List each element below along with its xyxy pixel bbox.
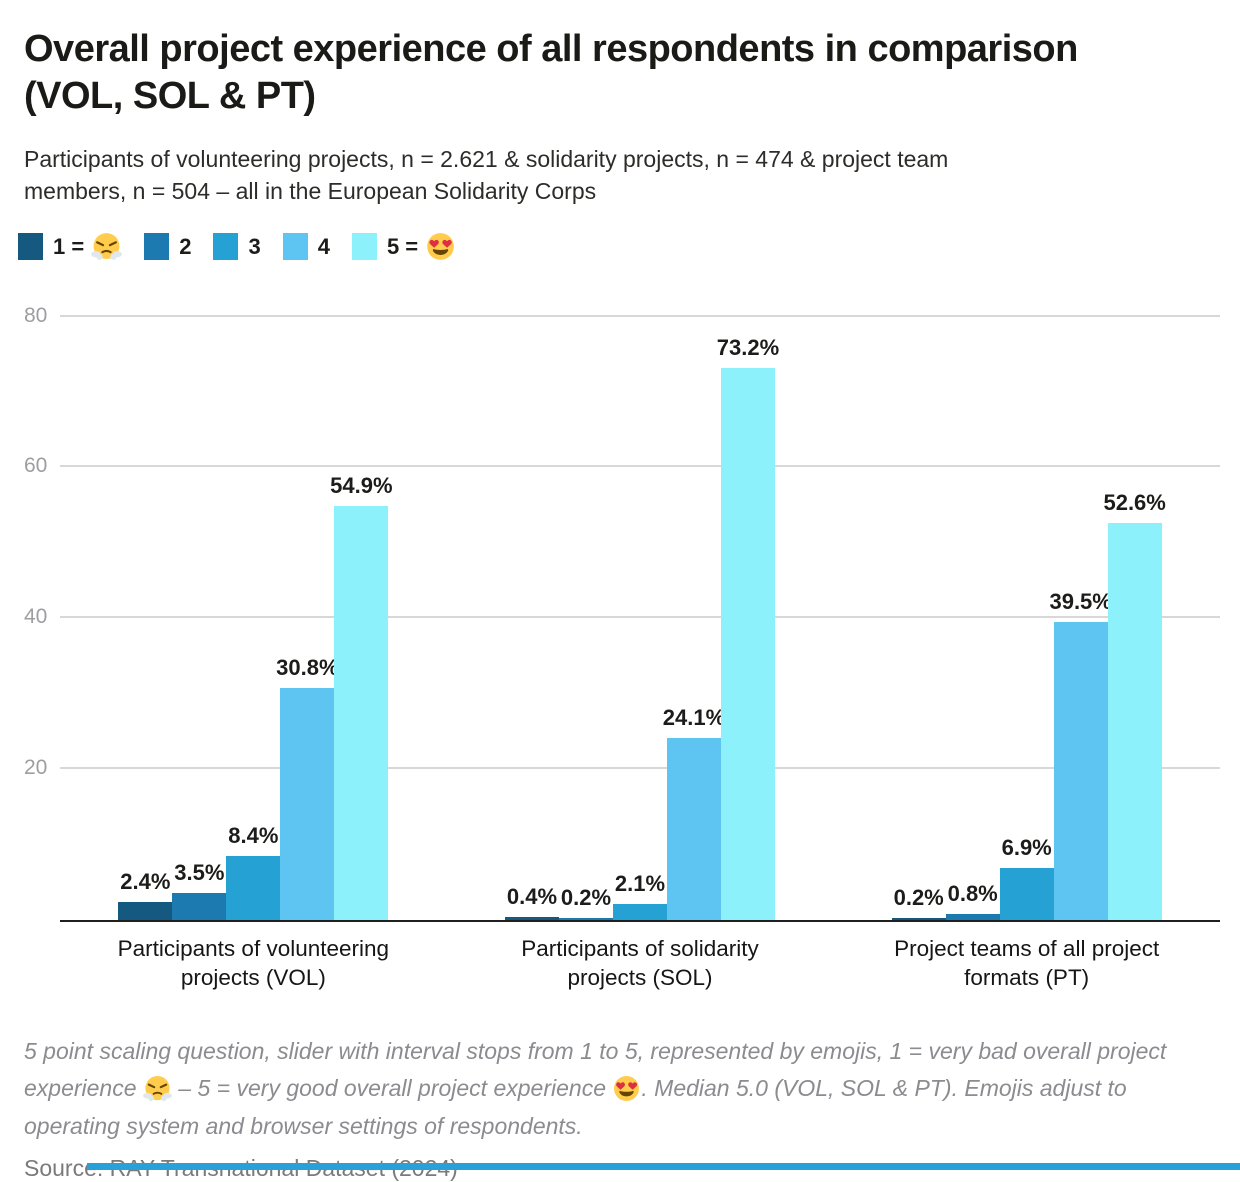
bar-slot-sol-rating-3: 2.1%: [613, 317, 667, 920]
bar-pt-rating-5: [1107, 523, 1162, 920]
bar-slot-sol-rating-4: 24.1%: [663, 317, 725, 920]
bar-slot-vol-rating-2: 3.5%: [172, 317, 227, 920]
bar-value-label-sol-rating-3: 2.1%: [614, 870, 666, 896]
bar-value-label-vol-rating-2: 3.5%: [174, 860, 225, 886]
gridline-20: 20: [24, 756, 1220, 779]
bar-slot-vol-rating-3: 8.4%: [226, 317, 281, 920]
bar-value-label-sol-rating-5: 73.2%: [716, 334, 780, 360]
bar-value-label-sol-rating-4: 24.1%: [662, 705, 726, 731]
bottom-accent-bar: [87, 1163, 1240, 1170]
bar-sol-rating-2: [559, 918, 613, 920]
legend-label-1: 1 =: [53, 233, 85, 259]
legend-swatch-3: [213, 233, 239, 261]
chart-subtitle: Participants of volunteering projects, n…: [24, 146, 949, 204]
legend-item-1: 1 =: [18, 231, 123, 262]
bar-value-label-pt-rating-3: 6.9%: [1001, 834, 1052, 860]
footnote-part-2: – 5 = very good overall project experien…: [171, 1075, 613, 1102]
bar-pt-rating-1: [891, 918, 946, 920]
legend-item-2: 2: [144, 233, 192, 261]
bar-value-label-vol-rating-3: 8.4%: [228, 823, 279, 849]
bar-slot-vol-rating-5: 54.9%: [330, 317, 393, 920]
y-axis-tick-20: 20: [24, 755, 48, 779]
bar-chart: 20 40 60 80 2.4% 3.5% 8.4% 30.8% 54.9% 0.4% 0.2% 2.…: [24, 304, 1220, 993]
bar-vol-rating-5: [334, 505, 389, 920]
page-title: Overall project experience of all respon…: [24, 28, 1078, 118]
bar-value-label-pt-rating-2: 0.8%: [947, 880, 998, 906]
bar-group-vol: 2.4% 3.5% 8.4% 30.8% 54.9%: [60, 317, 447, 920]
legend-swatch-1: [18, 233, 43, 261]
bar-vol-rating-4: [280, 687, 335, 920]
bar-slot-sol-rating-1: 0.4%: [505, 317, 559, 920]
y-axis-tick-40: 40: [24, 605, 48, 629]
bar-slot-pt-rating-1: 0.2%: [891, 317, 946, 920]
legend-item-5: 5 =: [351, 231, 456, 262]
bar-value-label-sol-rating-1: 0.4%: [506, 883, 558, 909]
bar-slot-sol-rating-5: 73.2%: [717, 317, 779, 920]
legend-item-3: 3: [213, 233, 261, 261]
footnote-part-3: . Median 5.0 (VOL, SOL & PT). Emojis adj…: [24, 1075, 1127, 1139]
bar-value-label-vol-rating-4: 30.8%: [276, 654, 339, 680]
bar-vol-rating-1: [118, 901, 173, 920]
legend-label-2: 2: [179, 233, 192, 259]
steaming-face-emoji: [91, 231, 123, 262]
legend-label-5: 5 =: [386, 233, 419, 259]
y-axis-tick-60: 60: [24, 454, 48, 478]
bar-value-label-sol-rating-2: 0.2%: [560, 885, 612, 911]
bar-pt-rating-2: [945, 913, 1000, 920]
legend: 1 = 2 3 4: [18, 231, 1220, 263]
bar-slot-pt-rating-3: 6.9%: [999, 317, 1054, 920]
heart-eyes-emoji: [612, 1075, 641, 1102]
gridline-40: 40: [24, 605, 1220, 628]
bar-slot-sol-rating-2: 0.2%: [559, 317, 613, 920]
legend-label-3: 3: [248, 233, 261, 259]
bar-value-label-pt-rating-5: 52.6%: [1103, 490, 1166, 516]
legend-swatch-4: [282, 233, 308, 261]
y-axis-tick-80: 80: [24, 303, 48, 327]
bar-value-label-pt-rating-4: 39.5%: [1049, 588, 1112, 614]
footnote: 5 point scaling question, slider with in…: [24, 1033, 1210, 1145]
x-axis-label-vol: Participants of volunteering projects (V…: [117, 935, 390, 991]
bar-pt-rating-3: [999, 867, 1054, 920]
bar-pt-rating-4: [1053, 621, 1108, 920]
bar-slot-vol-rating-4: 30.8%: [276, 317, 339, 920]
bar-sol-rating-3: [613, 903, 667, 920]
heart-eyes-emoji: [425, 231, 456, 262]
bar-slot-pt-rating-2: 0.8%: [945, 317, 1000, 920]
steaming-face-emoji: [143, 1075, 172, 1102]
legend-swatch-2: [144, 233, 170, 261]
x-axis-label-pt: Project teams of all project formats (PT…: [894, 935, 1160, 991]
bar-value-label-pt-rating-1: 0.2%: [893, 885, 944, 911]
x-axis-labels: Participants of volunteering projects (V…: [60, 934, 1220, 993]
bar-group-sol: 0.4% 0.2% 2.1% 24.1% 73.2%: [447, 317, 834, 920]
bar-group-pt: 0.2% 0.8% 6.9% 39.5% 52.6%: [833, 317, 1220, 920]
bar-slot-pt-rating-4: 39.5%: [1049, 317, 1112, 920]
footnote-part-1: 5 point scaling question, slider with in…: [24, 1038, 1167, 1102]
bar-vol-rating-2: [172, 893, 227, 920]
bar-sol-rating-1: [505, 916, 559, 920]
gridline-80: 80: [24, 304, 1220, 327]
bar-groups: 2.4% 3.5% 8.4% 30.8% 54.9% 0.4% 0.2% 2.1% 24.1% 7…: [60, 317, 1220, 920]
plot-area: 20 40 60 80 2.4% 3.5% 8.4% 30.8% 54.9% 0.4% 0.2% 2.…: [24, 304, 1220, 922]
bar-value-label-vol-rating-5: 54.9%: [330, 472, 393, 498]
gridline-60: 60: [24, 454, 1220, 477]
bar-sol-rating-5: [721, 367, 775, 920]
bar-value-label-vol-rating-1: 2.4%: [120, 868, 171, 894]
bar-slot-vol-rating-1: 2.4%: [118, 317, 173, 920]
legend-swatch-5: [351, 233, 377, 261]
bar-sol-rating-4: [667, 738, 721, 920]
x-axis-label-sol: Participants of solidarity projects (SOL…: [521, 935, 759, 991]
bar-slot-pt-rating-5: 52.6%: [1103, 317, 1166, 920]
legend-label-4: 4: [317, 233, 330, 259]
legend-item-4: 4: [282, 233, 330, 261]
bar-vol-rating-3: [226, 856, 281, 920]
